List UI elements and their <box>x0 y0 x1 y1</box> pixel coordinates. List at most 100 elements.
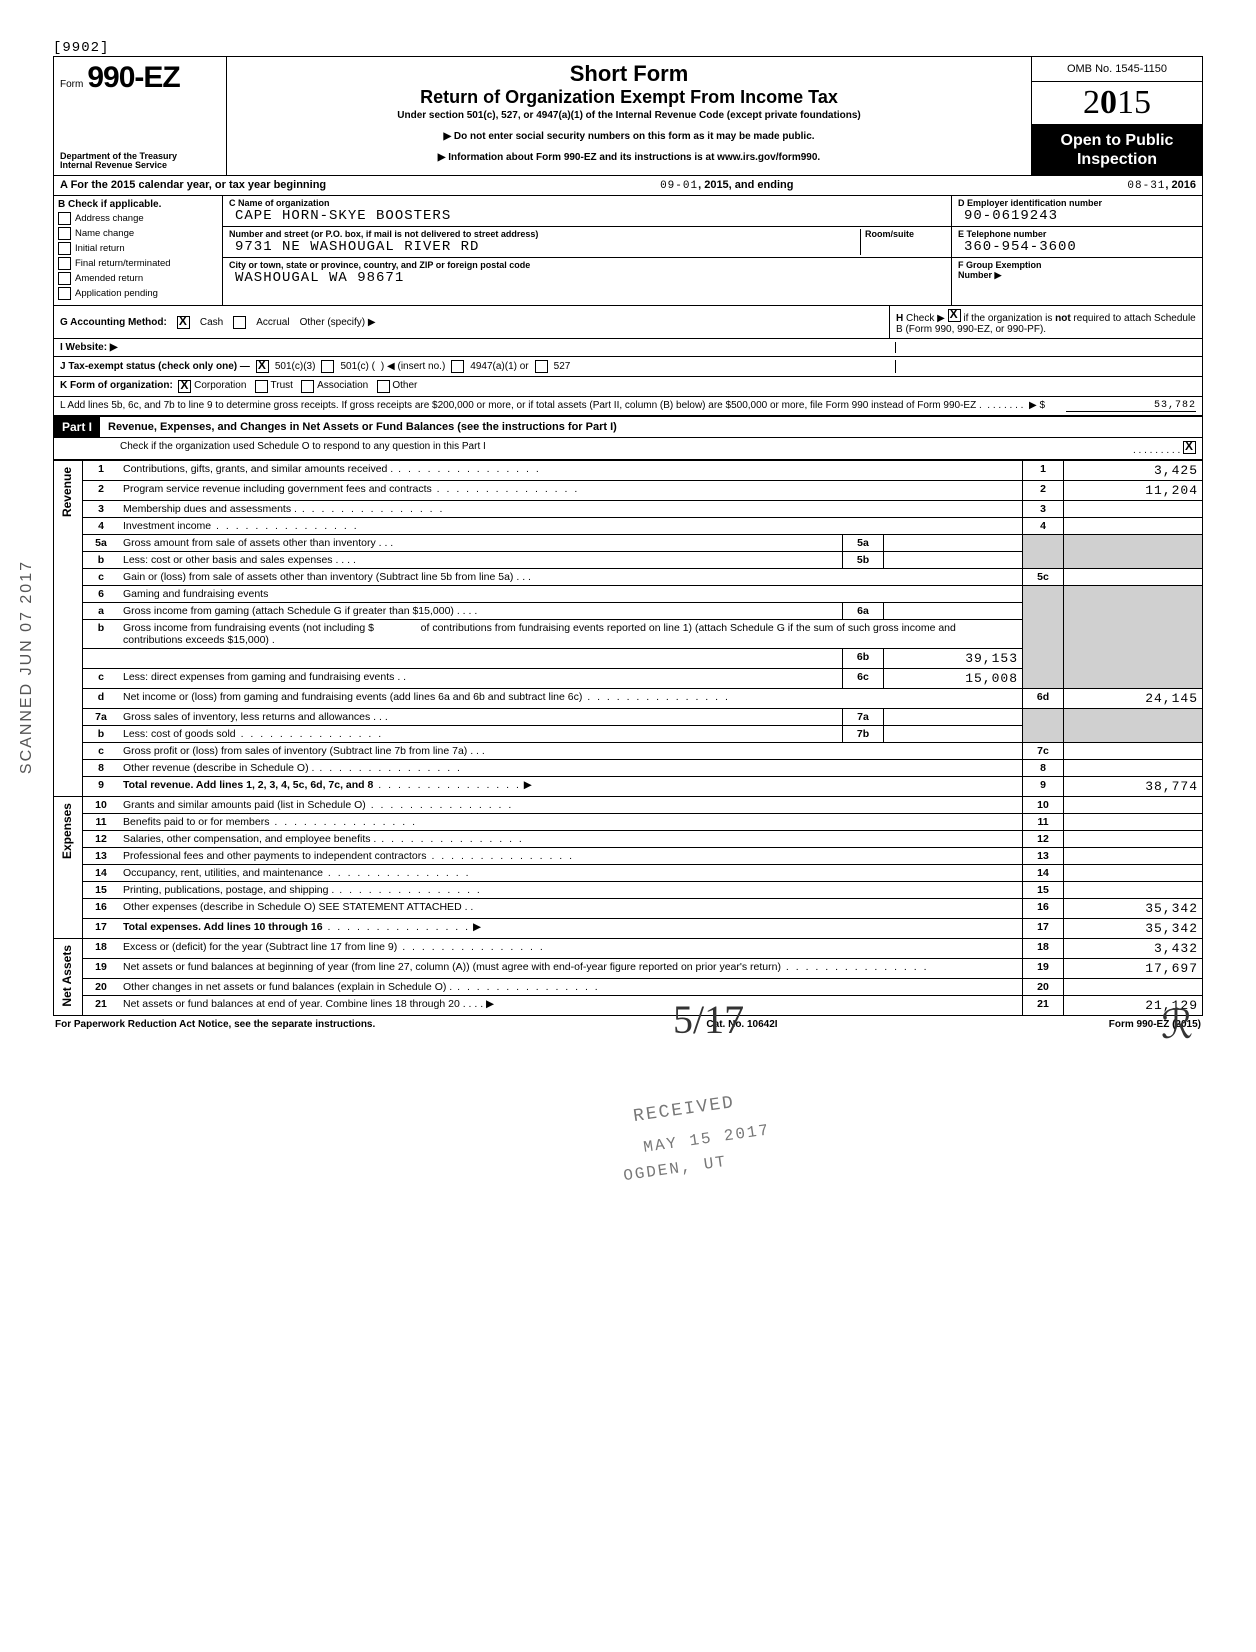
line13-desc: Professional fees and other payments to … <box>123 850 427 862</box>
row-l: L Add lines 5b, 6c, and 7b to line 9 to … <box>53 397 1203 416</box>
chk-address-change[interactable] <box>58 212 71 225</box>
chk-schedule-o[interactable] <box>1183 441 1196 454</box>
c-name-label: C Name of organization <box>229 198 945 208</box>
chk-other-org[interactable] <box>377 380 390 393</box>
chk-501c[interactable] <box>321 360 334 373</box>
handwritten-date: 5/17 <box>673 996 744 1043</box>
open-to-public: Open to PublicInspection <box>1032 125 1202 175</box>
line15-amt <box>1064 882 1203 899</box>
line6b-val: 39,153 <box>884 649 1023 669</box>
line14-amt <box>1064 865 1203 882</box>
org-street: 9731 NE WASHOUGAL RIVER RD <box>229 239 860 255</box>
line21-desc: Net assets or fund balances at end of ye… <box>123 998 460 1010</box>
d-label: D Employer identification number <box>958 198 1196 208</box>
line2-desc: Program service revenue including govern… <box>123 483 432 495</box>
line5a-val <box>884 535 1023 552</box>
revenue-label: Revenue <box>58 463 76 521</box>
chk-application-pending[interactable] <box>58 287 71 300</box>
line4-desc: Investment income <box>123 520 211 532</box>
j-label: J Tax-exempt status (check only one) — <box>60 361 250 372</box>
chk-cash[interactable] <box>177 316 190 329</box>
phone: 360-954-3600 <box>958 239 1196 255</box>
line17-amt: 35,342 <box>1064 919 1203 939</box>
line10-desc: Grants and similar amounts paid (list in… <box>123 799 366 811</box>
c-street-label: Number and street (or P.O. box, if mail … <box>229 229 860 239</box>
i-label: I Website: ▶ <box>60 342 118 353</box>
part1-title: Revenue, Expenses, and Changes in Net As… <box>100 418 625 436</box>
chk-initial-return[interactable] <box>58 242 71 255</box>
dept-line2: Internal Revenue Service <box>60 161 220 171</box>
line7b-val <box>884 726 1023 743</box>
line6c-desc: Less: direct expenses from gaming and fu… <box>123 671 394 683</box>
row-i: I Website: ▶ <box>53 339 1203 357</box>
h-text: H Check ▶ if the organization is not req… <box>889 306 1202 338</box>
line6a-val <box>884 603 1023 620</box>
chk-final-return[interactable] <box>58 257 71 270</box>
net-assets-label: Net Assets <box>58 941 76 1011</box>
line12-desc: Salaries, other compensation, and employ… <box>123 833 376 845</box>
line5c-amt <box>1064 569 1203 586</box>
l-text: L Add lines 5b, 6c, and 7b to line 9 to … <box>60 400 982 411</box>
org-name: CAPE HORN-SKYE BOOSTERS <box>229 208 945 224</box>
line9-desc: Total revenue. Add lines 1, 2, 3, 4, 5c,… <box>123 779 373 791</box>
footer-left: For Paperwork Reduction Act Notice, see … <box>55 1019 375 1030</box>
chk-name-change[interactable] <box>58 227 71 240</box>
chk-corporation[interactable] <box>178 380 191 393</box>
form-header: Form 990-EZ Department of the Treasury I… <box>53 56 1203 176</box>
row-j: J Tax-exempt status (check only one) — 5… <box>53 357 1203 377</box>
title-return: Return of Organization Exempt From Incom… <box>235 87 1023 108</box>
line16-desc: Other expenses (describe in Schedule O) … <box>123 901 462 913</box>
received-stamp: RECEIVED <box>632 1093 736 1127</box>
col-def: D Employer identification number 90-0619… <box>952 196 1202 305</box>
chk-schedule-b[interactable] <box>948 309 961 322</box>
chk-501c3[interactable] <box>256 360 269 373</box>
tax-year: 20201515 <box>1032 82 1202 125</box>
line9-amt: 38,774 <box>1064 777 1203 797</box>
footer: For Paperwork Reduction Act Notice, see … <box>53 1016 1203 1033</box>
org-city: WASHOUGAL WA 98671 <box>229 270 945 286</box>
subtitle: Under section 501(c), 527, or 4947(a)(1)… <box>235 110 1023 121</box>
line1-desc: Contributions, gifts, grants, and simila… <box>123 463 393 475</box>
line6c-val: 15,008 <box>884 669 1023 689</box>
form-number: 990-EZ <box>87 61 179 95</box>
chk-association[interactable] <box>301 380 314 393</box>
line10-amt <box>1064 797 1203 814</box>
line5b-desc: Less: cost or other basis and sales expe… <box>123 554 338 566</box>
k-label: K Form of organization: <box>60 380 173 393</box>
line3-amt <box>1064 501 1203 518</box>
row-a: A For the 2015 calendar year, or tax yea… <box>53 176 1203 196</box>
period-end: 08-31 <box>1127 180 1165 192</box>
line4-amt <box>1064 518 1203 535</box>
line1-amt: 3,425 <box>1064 461 1203 481</box>
e-label: E Telephone number <box>958 229 1196 239</box>
line7a-desc: Gross sales of inventory, less returns a… <box>123 711 370 723</box>
chk-amended[interactable] <box>58 272 71 285</box>
line6a-desc: Gross income from gaming (attach Schedul… <box>123 605 460 617</box>
handwritten-initial: ℛ <box>1161 1001 1193 1048</box>
chk-527[interactable] <box>535 360 548 373</box>
chk-accrual[interactable] <box>233 316 246 329</box>
c-city-label: City or town, state or province, country… <box>229 260 945 270</box>
chk-4947[interactable] <box>451 360 464 373</box>
received-date-stamp: MAY 15 2017 <box>642 1121 771 1157</box>
title-short-form: Short Form <box>235 61 1023 87</box>
instruct-1: ▶ Do not enter social security numbers o… <box>235 131 1023 142</box>
chk-trust[interactable] <box>255 380 268 393</box>
line14-desc: Occupancy, rent, utilities, and maintena… <box>123 867 323 879</box>
ein: 90-0619243 <box>958 208 1196 224</box>
c-room-label: Room/suite <box>865 229 945 239</box>
line7c-amt <box>1064 743 1203 760</box>
row-k: K Form of organization: Corporation Trus… <box>53 377 1203 397</box>
line5a-desc: Gross amount from sale of assets other t… <box>123 537 376 549</box>
top-code: [9902] <box>53 40 1203 56</box>
form-page: SCANNED JUN 07 2017 [9902] Form 990-EZ D… <box>53 40 1203 1033</box>
line6-desc: Gaming and fundraising events <box>119 586 1023 603</box>
line3-desc: Membership dues and assessments . <box>123 503 297 515</box>
line5b-val <box>884 552 1023 569</box>
col-c: C Name of organization CAPE HORN-SKYE BO… <box>223 196 952 305</box>
line6b-desc: Gross income from fundraising events (no… <box>123 622 374 634</box>
b-label: B Check if applicable. <box>58 199 218 210</box>
line15-desc: Printing, publications, postage, and shi… <box>123 884 334 896</box>
line18-desc: Excess or (deficit) for the year (Subtra… <box>123 941 397 953</box>
line17-desc: Total expenses. Add lines 10 through 16 <box>123 921 323 933</box>
